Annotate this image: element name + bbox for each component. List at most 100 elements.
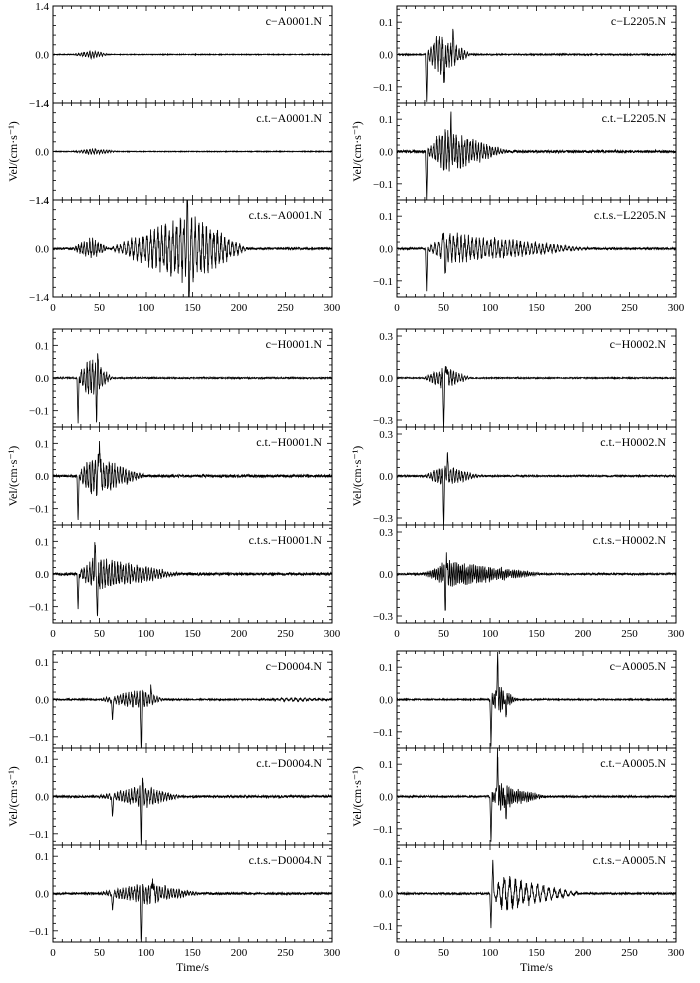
trace-panel: −0.3 0.0 0.3 c.t.−H0002.N <box>373 426 677 526</box>
trace-label: c.t.s.−A0005.N <box>593 853 667 867</box>
x-tick-label: 250 <box>621 628 638 640</box>
y-tick-label: −0.3 <box>373 611 393 623</box>
y-tick-label: −1.4 <box>29 292 49 304</box>
x-tick-label: 100 <box>138 628 155 640</box>
y-tick-label: 0.0 <box>35 373 49 385</box>
trace-label: c−H0001.N <box>266 337 323 351</box>
x-tick-label: 50 <box>94 628 106 640</box>
waveform-line <box>52 353 333 424</box>
x-tick-label: 0 <box>394 628 400 640</box>
y-tick-label: −0.3 <box>373 513 393 525</box>
waveform-line <box>396 111 677 200</box>
trace-panel: −0.1 0.0 0.1 c.t.−D0004.N <box>29 747 333 846</box>
trace-panel: −0.1 0.0 0.1 c.t.−H0001.N <box>29 426 333 526</box>
trace-label: c.t.s.−A0001.N <box>249 208 323 222</box>
trace-panel: −0.1 0.0 0.1 c.t.−A0005.N <box>373 747 677 846</box>
y-tick-label: 0.0 <box>35 244 49 256</box>
x-tick-label: 300 <box>324 947 341 959</box>
y-tick-label: 0.0 <box>35 792 49 804</box>
x-tick-label: 50 <box>438 302 450 314</box>
trace-panel: −0.1 0.0 0.1 c.t.s.−H0001.N <box>29 524 333 624</box>
x-axis-title: Time/s <box>520 960 553 974</box>
waveform-line <box>396 365 677 427</box>
waveform-line <box>52 148 333 156</box>
x-tick-label: 150 <box>528 628 545 640</box>
station-group-h0001: −0.1 0.0 0.1 c−H0001.N −0.1 0.0 0.1 c.t.−H0001.… <box>6 328 341 640</box>
y-tick-label: 0.3 <box>379 429 393 441</box>
y-tick-label: −0.1 <box>29 829 49 841</box>
trace-label: c.t.s.−L2205.N <box>594 208 666 222</box>
y-tick-label: 0.0 <box>379 50 393 62</box>
y-tick-label: 0.0 <box>35 147 49 159</box>
y-tick-label: 0.0 <box>379 889 393 901</box>
y-axis-title: Vel/(cm·s⁻¹) <box>350 121 364 182</box>
y-tick-label: −0.3 <box>373 415 393 427</box>
y-tick-label: 0.1 <box>379 759 393 771</box>
y-tick-label: 1.4 <box>35 195 49 207</box>
x-tick-label: 300 <box>324 302 341 314</box>
trace-label: c−A0005.N <box>610 659 667 673</box>
y-tick-label: 0.1 <box>35 536 49 548</box>
y-tick-label: −0.1 <box>29 602 49 614</box>
x-tick-label: 50 <box>438 628 450 640</box>
trace-label: c.t.s.−H0001.N <box>249 533 323 547</box>
y-tick-label: 0.0 <box>35 569 49 581</box>
y-tick-label: 0.1 <box>35 438 49 450</box>
x-tick-label: 100 <box>482 947 499 959</box>
y-tick-label: 0.1 <box>379 17 393 29</box>
y-tick-label: 0.1 <box>35 754 49 766</box>
trace-panel: −0.1 0.0 0.1 c.t.s.−D0004.N <box>29 844 333 943</box>
x-tick-label: 150 <box>528 302 545 314</box>
x-tick-label: 200 <box>231 302 248 314</box>
x-tick-label: 0 <box>394 302 400 314</box>
y-axis-title: Vel/(cm·s⁻¹) <box>350 766 364 827</box>
y-tick-label: −1.4 <box>29 195 49 207</box>
trace-label: c.t.−D0004.N <box>256 756 322 770</box>
y-tick-label: 0.0 <box>35 471 49 483</box>
x-tick-label: 50 <box>94 302 106 314</box>
trace-panel: −0.3 0.0 0.3 c.t.s.−H0002.N <box>373 524 677 624</box>
x-tick-label: 300 <box>668 947 685 959</box>
waveform-line <box>52 777 333 845</box>
station-group-l2205: −0.1 0.0 0.1 c−L2205.N −0.1 0.0 0.1 c.t.−L2205.… <box>350 5 685 314</box>
y-tick-label: −0.1 <box>29 504 49 516</box>
y-tick-label: 0.1 <box>379 211 393 223</box>
y-tick-label: −0.1 <box>373 179 393 191</box>
y-tick-label: −0.1 <box>373 921 393 933</box>
waveform-line <box>396 651 677 747</box>
x-tick-label: 250 <box>277 947 294 959</box>
waveform-line <box>52 441 333 521</box>
x-tick-label: 100 <box>482 302 499 314</box>
y-tick-label: −0.1 <box>373 824 393 836</box>
waveform-line <box>396 452 677 525</box>
x-tick-label: 0 <box>50 947 56 959</box>
x-tick-label: 150 <box>184 628 201 640</box>
y-tick-label: 0.1 <box>35 851 49 863</box>
x-tick-label: 300 <box>668 302 685 314</box>
y-tick-label: 0.0 <box>379 471 393 483</box>
y-tick-label: −0.1 <box>29 732 49 744</box>
y-tick-label: −1.4 <box>29 98 49 110</box>
trace-label: c.t.−H0002.N <box>600 435 666 449</box>
x-tick-label: 150 <box>184 947 201 959</box>
y-tick-label: 0.0 <box>379 569 393 581</box>
trace-panel: −0.1 0.0 0.1 c.t.s.−A0005.N <box>373 844 677 943</box>
y-tick-label: 0.0 <box>379 244 393 256</box>
x-tick-label: 0 <box>50 628 56 640</box>
trace-panel: −1.4 0.0 1.4 c.t.−A0001.N <box>29 98 333 207</box>
y-tick-label: 0.3 <box>379 527 393 539</box>
y-axis-title: Vel/(cm·s⁻¹) <box>6 446 20 507</box>
y-tick-label: 0.0 <box>35 889 49 901</box>
y-tick-label: −0.1 <box>373 727 393 739</box>
y-tick-label: −0.1 <box>373 82 393 94</box>
waveform-line <box>396 232 677 292</box>
y-tick-label: 0.1 <box>35 657 49 669</box>
trace-label: c.t.−L2205.N <box>602 111 667 125</box>
trace-panel: −0.3 0.0 0.3 c−H0002.N <box>373 328 677 428</box>
x-tick-label: 300 <box>324 628 341 640</box>
trace-label: c−A0001.N <box>266 14 323 28</box>
x-axis-title: Time/s <box>176 960 209 974</box>
trace-panel: −1.4 0.0 1.4 c.t.s.−A0001.N <box>29 195 333 304</box>
y-tick-label: 1.4 <box>35 1 49 13</box>
waveform-line <box>52 878 333 942</box>
